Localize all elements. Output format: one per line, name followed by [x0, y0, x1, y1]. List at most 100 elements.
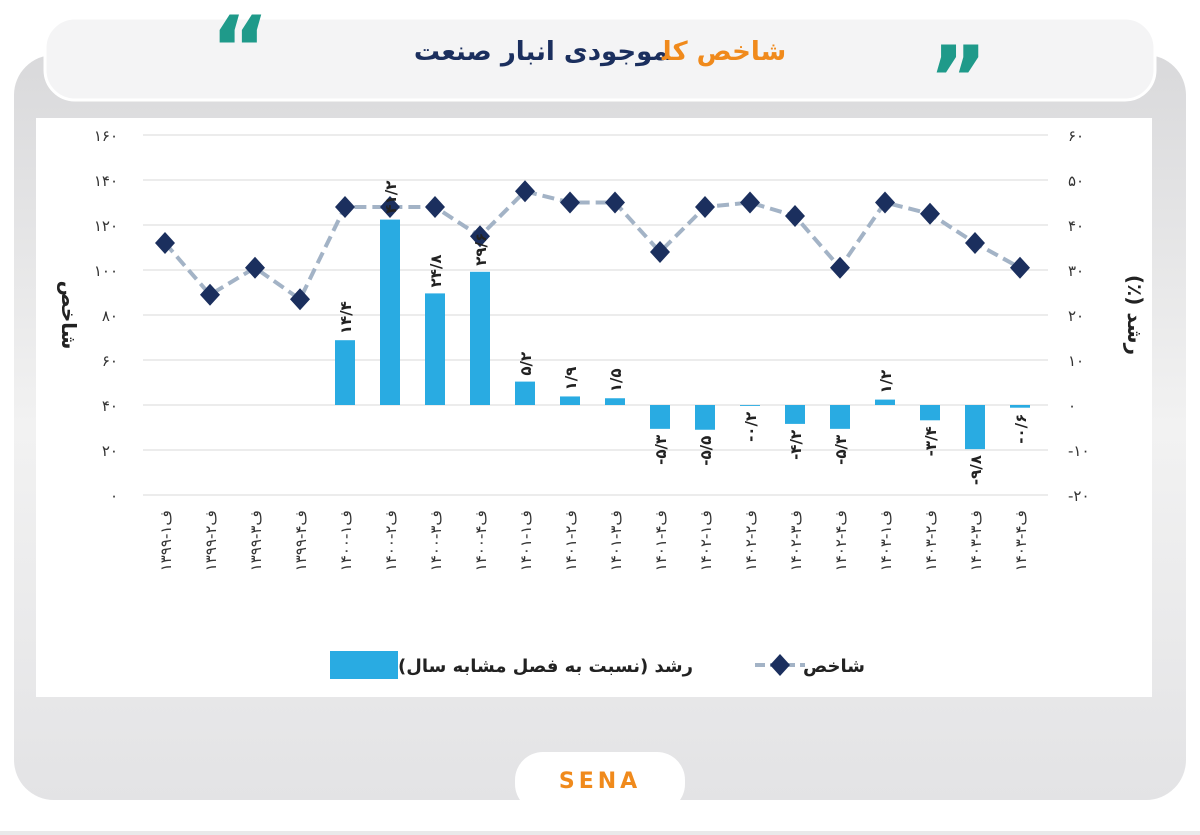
marker [650, 241, 670, 263]
y-axis-title: شاخص [57, 281, 81, 350]
marker [785, 205, 805, 227]
bar [380, 219, 400, 405]
marker [695, 196, 715, 218]
title-highlight: شاخص کل [661, 37, 786, 67]
legend-label: رشد (نسبت به فصل مشابه سال) [398, 656, 693, 677]
bar [1010, 405, 1030, 408]
data-label: ۱۴/۴ [337, 301, 355, 334]
data-label: -۴/۲ [787, 430, 805, 460]
y2-tick-label: -۲۰ [1068, 487, 1090, 505]
y2-tick-label: ۲۰ [1068, 307, 1084, 325]
x-tick-label: ۱۴۰۰-ف۴ [472, 510, 490, 571]
y-tick-label: ۲۰ [102, 442, 118, 460]
x-tick-label: ۱۴۰۱-ف۳ [607, 510, 625, 571]
data-label: ۲۴/۸ [427, 254, 445, 287]
quote-mark: “ [210, 0, 269, 102]
y2-tick-label: ۵۰ [1068, 172, 1084, 190]
chart-title: شاخص کلموجودی انبار صنعت [414, 37, 786, 67]
data-label: -۹/۸ [967, 455, 985, 485]
y2-tick-label: -۱۰ [1068, 442, 1090, 460]
x-tick-label: ۱۳۹۹-ف۳ [247, 510, 265, 571]
marker [1010, 256, 1030, 279]
x-tick-label: ۱۴۰۱-ف۱ [517, 510, 535, 571]
x-tick-label: ۱۴۰۰-ف۳ [427, 510, 445, 571]
data-label: -۳/۴ [922, 426, 940, 456]
legend-marker [770, 654, 790, 676]
bar [965, 405, 985, 450]
bar [650, 405, 670, 429]
y2-tick-label: ۴۰ [1068, 217, 1084, 235]
x-tick-label: ۱۴۰۳-ف۳ [967, 510, 985, 571]
y-tick-label: ۸۰ [102, 307, 118, 325]
x-tick-label: ۱۴۰۰-ف۱ [337, 510, 355, 571]
y-tick-label: ۱۴۰ [94, 172, 118, 190]
data-label: -۵/۳ [652, 435, 670, 465]
x-tick-label: ۱۳۹۹-ف۱ [157, 510, 175, 571]
legend-swatch [330, 651, 398, 679]
x-tick-label: ۱۴۰۳-ف۴ [1012, 510, 1030, 571]
y2-tick-label: ۶۰ [1068, 127, 1084, 145]
data-label: ۱/۲ [877, 370, 895, 394]
x-tick-label: ۱۳۹۹-ف۲ [202, 510, 220, 571]
bar [470, 271, 490, 405]
marker [920, 202, 940, 225]
marker [830, 256, 850, 279]
x-tick-label: ۱۴۰۲-ف۳ [787, 510, 805, 571]
data-label: -۵/۵ [697, 436, 715, 466]
marker [605, 191, 625, 214]
marker [515, 180, 535, 203]
x-tick-label: ۱۴۰۲-ف۴ [832, 510, 850, 571]
x-tick-label: ۱۴۰۳-ف۱ [877, 510, 895, 571]
y-tick-label: ۱۲۰ [94, 217, 118, 235]
y2-tick-label: ۱۰ [1068, 352, 1084, 370]
marker [155, 232, 175, 254]
marker [740, 191, 760, 214]
x-tick-label: ۱۴۰۳-ف۲ [922, 510, 940, 571]
marker [245, 256, 265, 279]
y-tick-label: ۴۰ [102, 397, 118, 415]
marker [335, 196, 355, 218]
bar [875, 399, 895, 405]
marker [290, 288, 310, 311]
data-label: ۴۱/۲ [382, 181, 400, 214]
bar [335, 340, 355, 405]
data-label: -۰/۲ [742, 412, 760, 442]
x-tick-label: ۱۴۰۲-ف۲ [742, 510, 760, 571]
data-label: ۵/۲ [517, 352, 535, 376]
marker [425, 196, 445, 218]
data-label: ۲۹/۶ [472, 233, 490, 266]
bar [560, 396, 580, 405]
header [43, 16, 1157, 102]
y-tick-label: ۱۰۰ [94, 262, 118, 280]
y2-tick-label: ۰ [1068, 397, 1076, 415]
y-tick-label: ۰ [110, 487, 118, 505]
x-tick-label: ۱۴۰۱-ف۴ [652, 510, 670, 571]
marker [380, 196, 400, 218]
logo: SENA [559, 769, 641, 794]
x-tick-label: ۱۴۰۰-ف۲ [382, 510, 400, 571]
y-tick-label: ۶۰ [102, 352, 118, 370]
data-label: -۰/۶ [1012, 414, 1030, 444]
marker [200, 283, 220, 306]
x-tick-label: ۱۳۹۹-ف۴ [292, 510, 310, 571]
y-tick-label: ۱۶۰ [94, 127, 118, 145]
logo-badge [515, 752, 685, 812]
bar [605, 398, 625, 405]
bar [740, 405, 760, 406]
x-tick-label: ۱۴۰۲-ف۱ [697, 510, 715, 571]
bar [515, 381, 535, 405]
legend-label: شاخص [803, 656, 865, 677]
y2-tick-label: ۳۰ [1068, 262, 1084, 280]
x-tick-label: ۱۴۰۱-ف۲ [562, 510, 580, 571]
bar [425, 293, 445, 405]
bar [785, 405, 805, 424]
marker [965, 232, 985, 254]
bar [695, 405, 715, 430]
y2-axis-title: رشد (٪) [1123, 275, 1147, 355]
bar [830, 405, 850, 429]
quote-mark: ” [928, 27, 987, 132]
marker [560, 191, 580, 214]
data-label: ۱/۵ [607, 368, 625, 392]
data-label: -۵/۳ [832, 435, 850, 465]
